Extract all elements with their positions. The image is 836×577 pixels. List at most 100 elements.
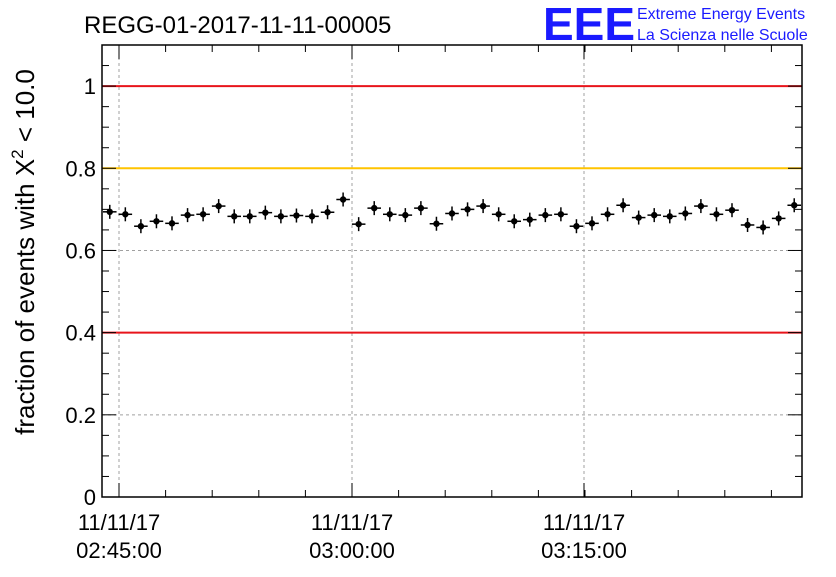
data-point-marker xyxy=(666,213,673,220)
data-point xyxy=(227,209,241,224)
data-point xyxy=(118,207,133,222)
logo-mark: EEE xyxy=(543,0,635,50)
y-axis-title-tail: < 10.0 xyxy=(10,69,40,149)
x-tick-label-time: 03:00:00 xyxy=(309,538,395,563)
axes xyxy=(101,44,803,498)
data-point xyxy=(305,209,319,224)
data-point xyxy=(523,212,537,227)
data-point xyxy=(351,217,366,232)
data-point xyxy=(149,214,164,229)
x-tick-label-time: 02:45:00 xyxy=(76,538,162,563)
data-point-marker xyxy=(791,202,798,209)
data-point xyxy=(756,220,770,235)
data-point xyxy=(600,207,615,222)
chart-title: REGG-01-2017-11-11-00005 xyxy=(84,12,391,39)
data-point-marker xyxy=(464,206,471,213)
y-axis-title: fraction of events with X2 < 10.0 xyxy=(8,69,40,435)
data-point xyxy=(383,207,397,222)
y-axis-title-main: fraction of events with X xyxy=(10,159,40,435)
data-point xyxy=(320,205,335,220)
reference-lines xyxy=(102,85,802,334)
data-point xyxy=(491,207,506,222)
data-point-marker xyxy=(106,208,113,216)
data-point-marker xyxy=(651,211,658,219)
data-point-marker xyxy=(402,211,409,219)
data-point-marker xyxy=(619,202,627,209)
data-point-marker xyxy=(122,211,129,218)
data-point-marker xyxy=(339,196,347,203)
data-point-marker xyxy=(511,218,518,225)
data-point-marker xyxy=(168,220,176,227)
data-point-marker xyxy=(246,213,253,220)
tick-labels: 0 0.2 0.4 0.6 0.8 1 11/11/17 02:45:00 11/11/17 03… xyxy=(65,74,626,563)
data-point-marker xyxy=(448,210,456,217)
data-point-marker xyxy=(137,223,145,230)
data-point xyxy=(336,192,350,207)
data-point xyxy=(289,208,304,223)
data-point-marker xyxy=(588,220,596,227)
data-point-marker xyxy=(682,210,689,217)
data-point-marker xyxy=(635,214,642,221)
data-point-marker xyxy=(526,216,533,223)
grid xyxy=(102,45,802,497)
data-point-marker xyxy=(557,211,565,218)
data-point-marker xyxy=(293,212,300,219)
x-tick-label-time: 03:15:00 xyxy=(541,538,627,563)
logo-line1: Extreme Energy Events xyxy=(637,6,805,23)
data-point-marker xyxy=(775,215,782,222)
data-point xyxy=(134,219,148,234)
data-point-marker xyxy=(371,204,378,212)
data-point-marker xyxy=(744,221,751,229)
data-point xyxy=(258,205,273,220)
data-point xyxy=(585,216,599,231)
data-point-marker xyxy=(713,211,720,218)
x-tick-label-date: 11/11/17 xyxy=(78,510,160,535)
data-point xyxy=(787,198,801,213)
x-tick-label-date: 11/11/17 xyxy=(311,510,393,535)
data-point xyxy=(771,211,786,226)
data-point-marker xyxy=(433,220,440,227)
data-point xyxy=(647,208,661,223)
data-point xyxy=(196,207,210,222)
data-point xyxy=(165,216,179,231)
data-point-marker xyxy=(479,202,487,210)
data-point-marker xyxy=(697,202,705,210)
data-point xyxy=(398,208,413,223)
data-point-marker xyxy=(153,218,160,225)
data-point xyxy=(631,210,646,225)
data-point xyxy=(211,199,226,214)
data-point-marker xyxy=(542,211,549,219)
data-point-marker xyxy=(495,211,502,218)
eee-logo: EEE Extreme Energy Events La Scienza nel… xyxy=(543,0,808,50)
data-point xyxy=(460,202,475,217)
x-tick-label-date: 11/11/17 xyxy=(543,510,625,535)
data-point-marker xyxy=(199,211,207,218)
plot-frame xyxy=(101,44,803,498)
y-axis-title-sup: 2 xyxy=(8,149,27,158)
data-points xyxy=(103,192,801,235)
y-tick-label: 0.6 xyxy=(65,238,96,263)
data-point xyxy=(554,207,568,222)
data-point xyxy=(476,199,490,214)
data-point xyxy=(694,199,708,214)
y-tick-label: 0.8 xyxy=(65,156,96,181)
logo-line2: La Scienza nelle Scuole xyxy=(637,27,808,44)
svg-text:fraction of events with X2 < 1: fraction of events with X2 < 10.0 xyxy=(8,69,40,435)
data-point xyxy=(445,206,459,221)
data-point-marker xyxy=(759,224,767,231)
data-point-marker xyxy=(277,213,285,220)
data-point xyxy=(538,208,553,223)
data-point xyxy=(274,209,288,224)
y-tick-label: 0.4 xyxy=(65,321,96,346)
data-point xyxy=(103,204,117,219)
data-point-marker xyxy=(604,211,611,218)
y-tick-label: 0.2 xyxy=(65,403,96,428)
data-point xyxy=(678,206,693,221)
data-point xyxy=(709,207,724,222)
data-point xyxy=(243,209,257,224)
data-point xyxy=(507,214,521,229)
data-point xyxy=(569,219,584,234)
data-point-marker xyxy=(215,202,222,210)
data-point-marker xyxy=(355,220,362,228)
